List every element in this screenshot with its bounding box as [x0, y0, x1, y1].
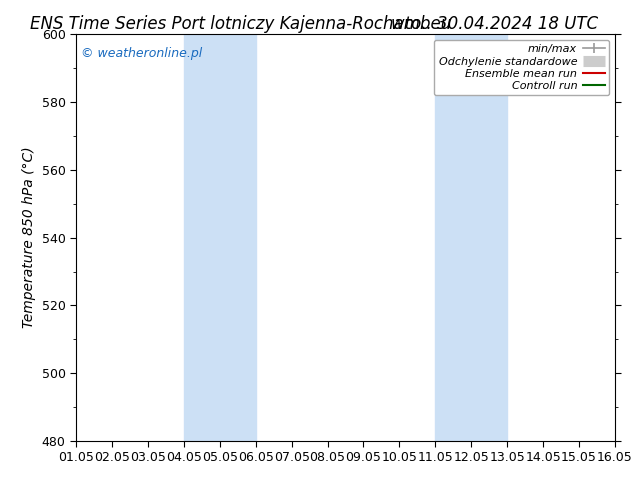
Y-axis label: Temperature 850 hPa (°C): Temperature 850 hPa (°C) [22, 147, 36, 328]
Bar [184, 34, 256, 441]
Bar [436, 34, 507, 441]
Legend: min/max, Odchylenie standardowe, Ensemble mean run, Controll run: min/max, Odchylenie standardowe, Ensembl… [434, 40, 609, 96]
Text: ENS Time Series Port lotniczy Kajenna-Rochambeu: ENS Time Series Port lotniczy Kajenna-Ro… [30, 15, 451, 33]
Text: wto.. 30.04.2024 18 UTC: wto.. 30.04.2024 18 UTC [391, 15, 598, 33]
Text: © weatheronline.pl: © weatheronline.pl [81, 47, 203, 59]
